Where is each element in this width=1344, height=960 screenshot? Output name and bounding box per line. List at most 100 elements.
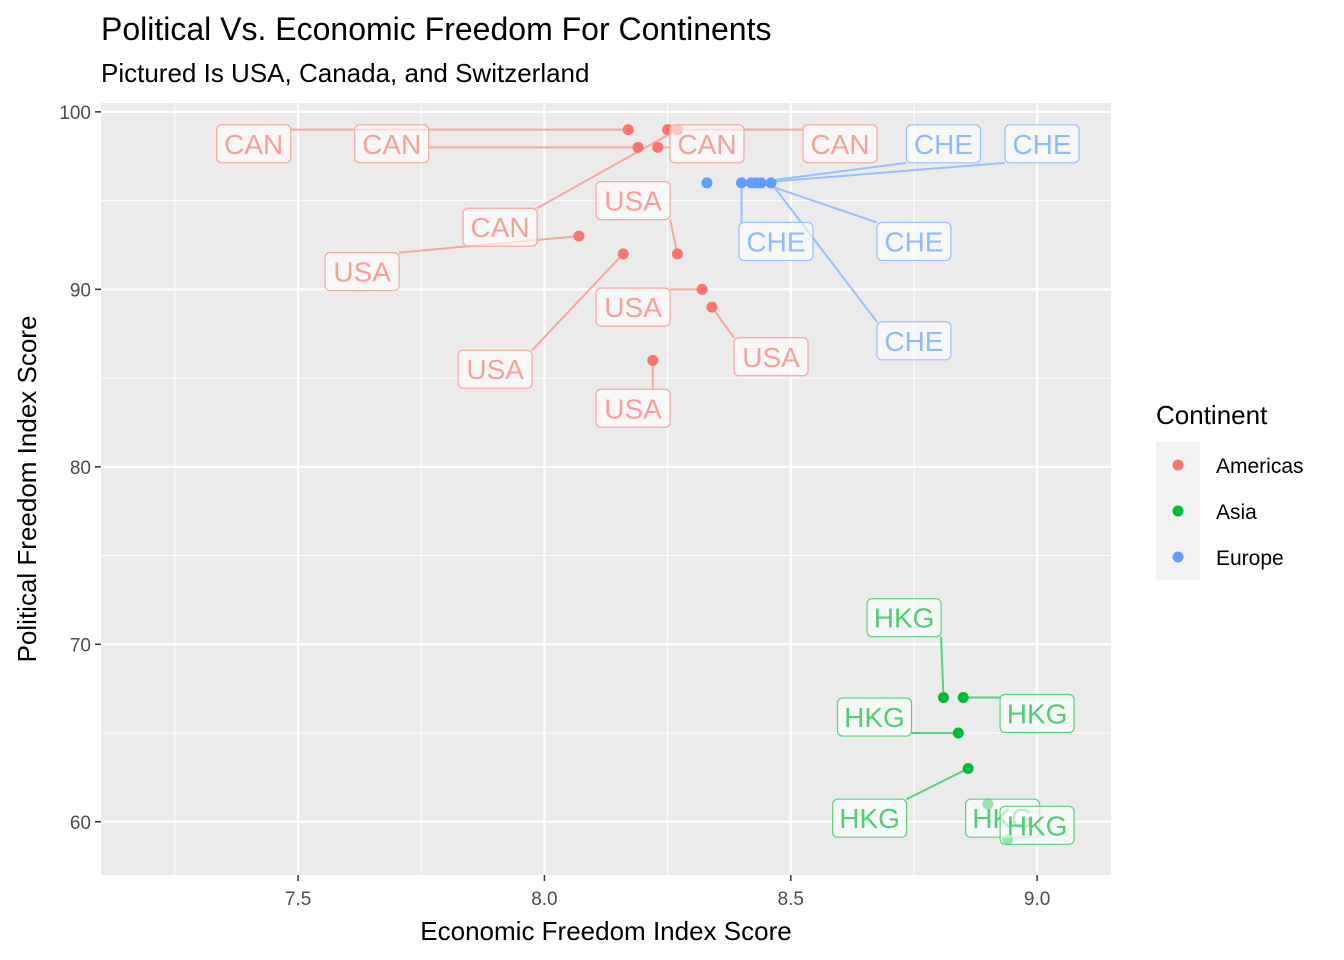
legend-key [1172, 505, 1184, 517]
y-tick-label: 90 [70, 280, 91, 301]
point-label-box [905, 124, 982, 164]
y-tick-label: 100 [59, 103, 91, 124]
point-label-box [802, 124, 878, 164]
label-segment [536, 128, 678, 210]
point-label-text: CAN [677, 129, 736, 160]
point-label-box [1004, 124, 1080, 164]
point-label-box [462, 207, 538, 247]
chart-subtitle: Pictured Is USA, Canada, and Switzerland [101, 58, 589, 88]
data-point [765, 177, 777, 189]
point-label: CAN [669, 124, 745, 164]
x-axis: 7.5 8.0 8.5 9.0 [285, 875, 1050, 910]
data-point [573, 230, 585, 242]
data-point [632, 141, 644, 153]
label-segment [770, 182, 878, 323]
label-segment [751, 161, 907, 184]
point-label-text: CHE [914, 129, 973, 160]
point-label-text: HKG [1007, 810, 1068, 841]
point-label-text: USA [604, 186, 662, 217]
point-label: CHE [1004, 124, 1080, 164]
point-label-text: HKG [1007, 699, 1068, 730]
x-tick-label: 8.5 [778, 889, 804, 910]
label-segment [531, 253, 624, 351]
point-label-text: HKG [844, 702, 905, 733]
x-axis-title: Economic Freedom Index Score [420, 916, 791, 946]
point-label: USA [457, 349, 533, 389]
label-segment [906, 767, 969, 801]
point-labels: CAN CAN CAN CAN CAN USA USA USA USA USA USA HKG HKG H… [216, 124, 1080, 845]
label-segment [760, 181, 878, 224]
point-label-text: CAN [224, 129, 283, 160]
legend-title: Continent [1156, 400, 1268, 430]
point-label: USA [733, 337, 809, 377]
data-point [647, 354, 659, 366]
data-point [652, 141, 664, 153]
legend-key [1172, 459, 1184, 471]
point-label-box [836, 697, 913, 737]
point-label-text: CAN [810, 129, 869, 160]
point-label-text: CAN [471, 212, 530, 243]
point-label: CHE [876, 221, 952, 262]
point-label: CAN [462, 207, 538, 247]
point-label: CHE [738, 221, 814, 262]
point-label: CAN [802, 124, 878, 164]
y-tick-label: 60 [70, 813, 91, 834]
point-label-box [831, 798, 908, 838]
data-point [755, 177, 767, 189]
point-label: CHE [905, 124, 982, 164]
point-label-text: CHE [884, 326, 943, 357]
legend-label: Americas [1216, 455, 1304, 478]
point-label-box [738, 221, 814, 262]
point-label: USA [324, 251, 400, 292]
y-tick-label: 70 [70, 635, 91, 656]
data-point [671, 248, 683, 260]
point-label: USA [595, 388, 671, 428]
legend-entries: Americas Asia Europe [1172, 455, 1304, 570]
point-label: CAN [216, 124, 292, 164]
data-point [696, 283, 708, 295]
point-label-text: CAN [362, 129, 421, 160]
y-axis-title: Political Freedom Index Score [12, 316, 42, 663]
data-point [735, 177, 747, 189]
data-point [701, 177, 713, 189]
point-label: HKG [836, 697, 913, 737]
point-label: USA [595, 287, 671, 327]
point-label-box [866, 598, 942, 638]
point-label-box [324, 251, 400, 292]
label-segment [711, 306, 735, 339]
point-label-text: USA [333, 257, 391, 288]
y-tick-label: 80 [70, 458, 91, 479]
point-label-text: CHE [1012, 129, 1071, 160]
data-point [937, 692, 949, 704]
point-label-box [457, 349, 533, 389]
data-point [957, 692, 969, 704]
point-label-box [669, 124, 745, 164]
point-label-box [999, 805, 1075, 845]
point-label-text: USA [742, 342, 800, 373]
point-label-text: HKG [874, 603, 935, 634]
point-label-box [733, 337, 809, 377]
point-label: CHE [876, 321, 952, 361]
point-label-box [595, 181, 671, 221]
point-label-box [999, 693, 1075, 734]
legend-label: Asia [1216, 501, 1257, 524]
label-segment [940, 636, 945, 698]
point-label-text: USA [604, 393, 662, 424]
label-segments [290, 128, 1006, 801]
data-point [617, 248, 629, 260]
point-label-text: CHE [746, 226, 805, 257]
data-point [622, 124, 634, 136]
point-label-box [876, 321, 952, 361]
x-tick-label: 7.5 [285, 889, 311, 910]
point-label: HKG [999, 805, 1075, 845]
label-segment [669, 219, 679, 255]
data-point [952, 727, 964, 739]
chart-title: Political Vs. Economic Freedom For Conti… [101, 11, 771, 47]
point-label-box [876, 221, 952, 262]
point-label-text: CHE [884, 226, 943, 257]
label-segment [756, 161, 1006, 184]
legend-key [1172, 551, 1184, 563]
data-point [706, 301, 718, 313]
point-label-text: USA [466, 354, 524, 385]
